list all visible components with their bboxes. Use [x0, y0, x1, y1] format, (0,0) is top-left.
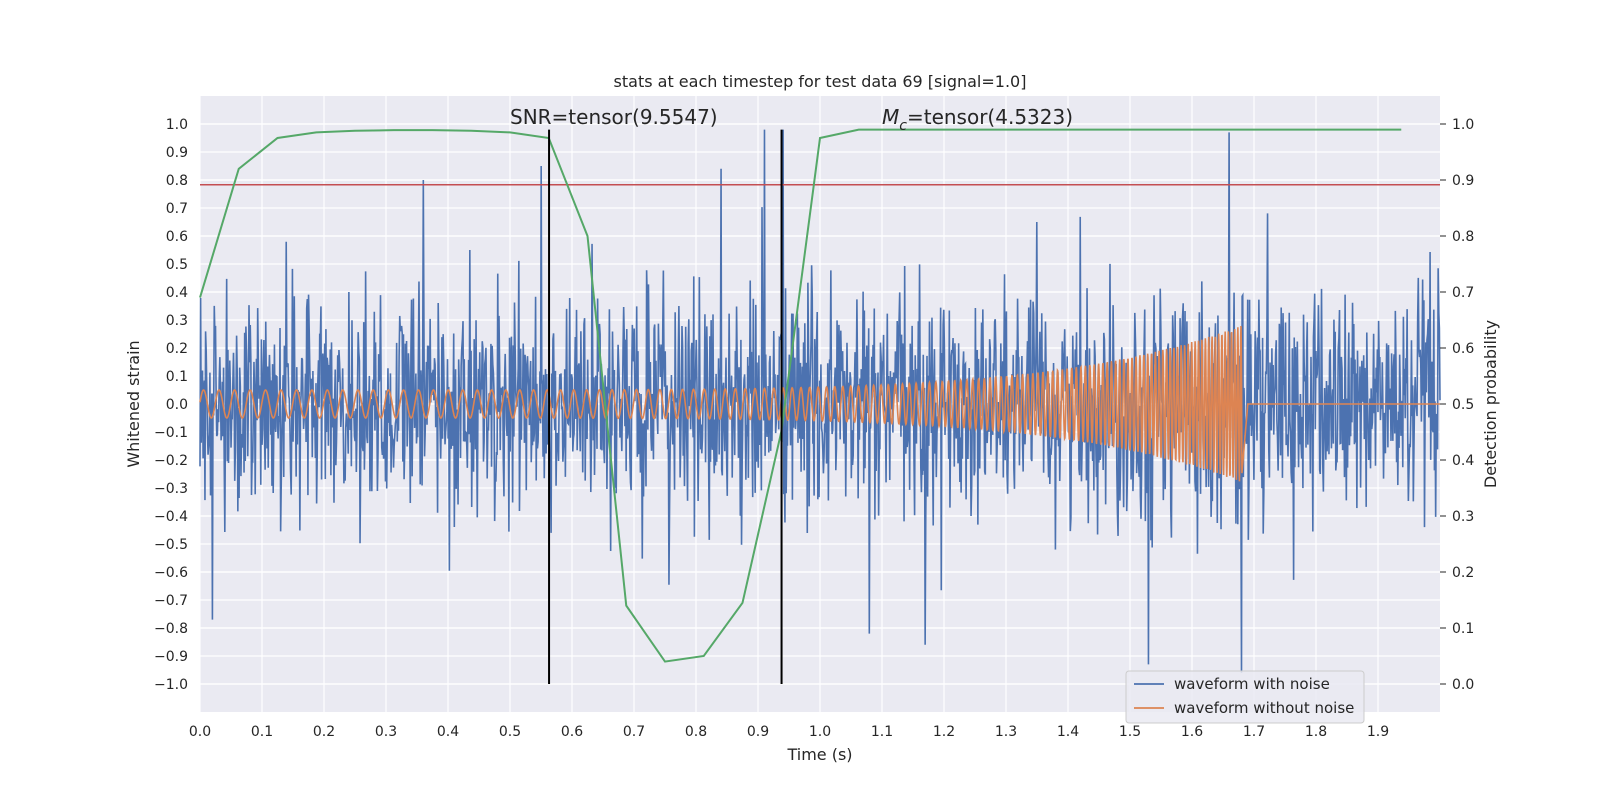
y-tick-label: −0.8: [154, 621, 188, 637]
y2-tick-label: 0.3: [1452, 509, 1474, 525]
x-tick-label: 1.3: [995, 724, 1017, 740]
x-tick-label: 0.4: [437, 724, 459, 740]
x-tick-label: 1.8: [1305, 724, 1327, 740]
y-tick-label: −0.5: [154, 537, 188, 553]
x-tick-label: 1.4: [1057, 724, 1079, 740]
y2-axis-label: Detection probability: [1481, 320, 1500, 488]
legend-label-noisy: waveform with noise: [1174, 675, 1330, 693]
y-tick-label: 0.4: [166, 285, 188, 301]
x-axis-label: Time (s): [786, 745, 852, 764]
x-tick-label: 1.7: [1243, 724, 1265, 740]
x-tick-label: 1.6: [1181, 724, 1203, 740]
y-tick-label: 0.1: [166, 369, 188, 385]
y-tick-label: −0.2: [154, 453, 188, 469]
axes: 0.0 0.1 0.2 0.3 0.4 0.5 0.6 0.7 0.8 0.9 1.0 1.1 1.2 1…: [154, 117, 1474, 740]
legend-box: [1125, 670, 1365, 724]
legend-label-clean: waveform without noise: [1174, 699, 1354, 717]
chart-title: stats at each timestep for test data 69 …: [614, 72, 1027, 91]
y2-tick-label: 0.7: [1452, 285, 1474, 301]
y-tick-label: −0.1: [154, 425, 188, 441]
y-tick-label: 0.9: [166, 145, 188, 161]
chirp-mass-annotation: Mc=tensor(4.5323): [882, 105, 1073, 134]
chirp-mass-subscript: c: [899, 118, 907, 134]
y-tick-label: −0.7: [154, 593, 188, 609]
y-tick-label: 0.5: [166, 257, 188, 273]
y-tick-label: −1.0: [154, 677, 188, 693]
x-tick-label: 1.9: [1367, 724, 1389, 740]
y-tick-label: 0.8: [166, 173, 188, 189]
x-tick-label: 0.5: [499, 724, 521, 740]
series-layer: [199, 128, 1441, 684]
y-tick-label: −0.4: [154, 509, 188, 525]
y2-tick-label: 0.4: [1452, 453, 1474, 469]
y-tick-label: −0.9: [154, 649, 188, 665]
y2-tick-label: 0.0: [1452, 677, 1474, 693]
y2-tick-label: 0.6: [1452, 341, 1474, 357]
x-tick-label: 0.8: [685, 724, 707, 740]
y2-tick-label: 0.2: [1452, 565, 1474, 581]
x-tick-label: 0.0: [189, 724, 211, 740]
x-tick-label: 1.1: [871, 724, 893, 740]
y-axis-label: Whitened strain: [124, 340, 143, 467]
y-tick-label: 0.7: [166, 201, 188, 217]
x-tick-label: 1.2: [933, 724, 955, 740]
snr-annotation: SNR=tensor(9.5547): [510, 105, 718, 129]
y2-tick-label: 1.0: [1452, 117, 1474, 133]
y2-tick-label: 0.1: [1452, 621, 1474, 637]
x-tick-label: 0.9: [747, 724, 769, 740]
x-tick-label: 0.1: [251, 724, 273, 740]
y-tick-label: 0.0: [166, 397, 188, 413]
clean-waveform-line: [199, 325, 1440, 482]
chirp-mass-symbol: M: [882, 105, 899, 129]
x-tick-label: 0.2: [313, 724, 335, 740]
y-tick-label: 1.0: [166, 117, 188, 133]
x-tick-label: 1.5: [1119, 724, 1141, 740]
chirp-mass-value: =tensor(4.5323): [907, 105, 1073, 129]
y-tick-label: 0.3: [166, 313, 188, 329]
y-tick-label: 0.6: [166, 229, 188, 245]
y2-tick-label: 0.8: [1452, 229, 1474, 245]
y-tick-label: 0.2: [166, 341, 188, 357]
x-tick-label: 0.6: [561, 724, 583, 740]
y2-tick-label: 0.5: [1452, 397, 1474, 413]
x-tick-label: 1.0: [809, 724, 831, 740]
y2-tick-label: 0.9: [1452, 173, 1474, 189]
detection-probability-line: [199, 128, 1402, 663]
x-tick-label: 0.7: [623, 724, 645, 740]
legend: waveform with noise waveform without noi…: [1125, 670, 1365, 724]
y-tick-label: −0.3: [154, 481, 188, 497]
x-tick-label: 0.3: [375, 724, 397, 740]
y-tick-label: −0.6: [154, 565, 188, 581]
